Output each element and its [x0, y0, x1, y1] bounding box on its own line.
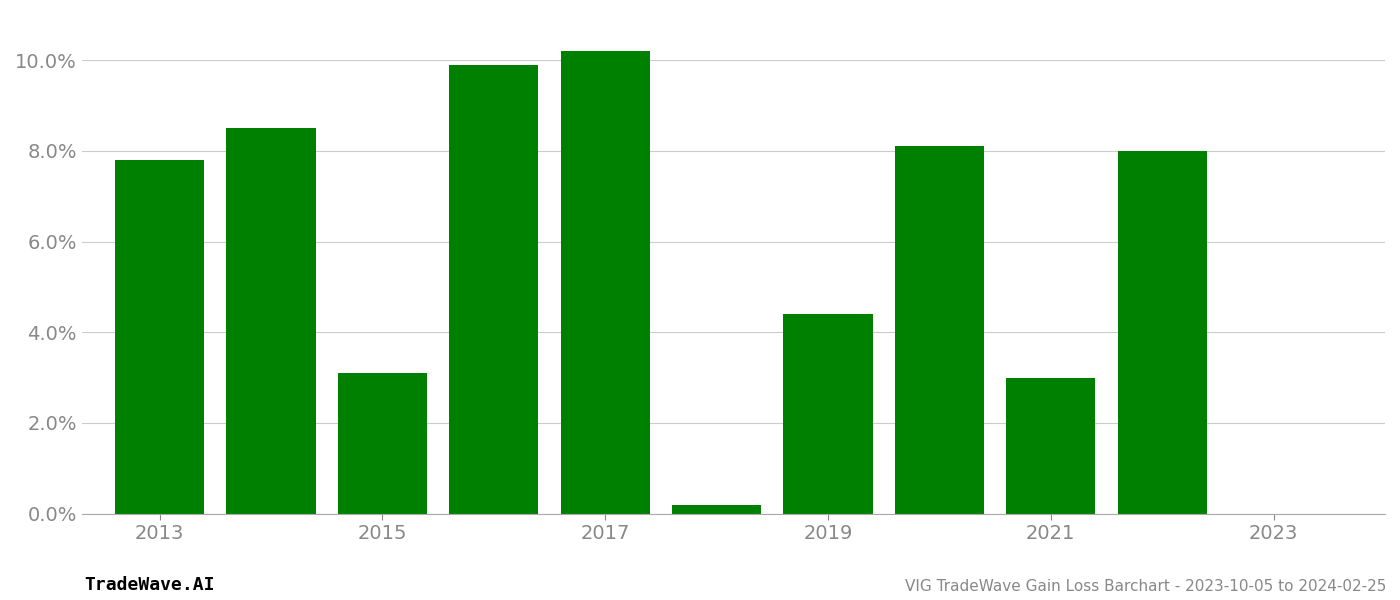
Bar	[784, 314, 872, 514]
Bar	[227, 128, 315, 514]
Bar	[1007, 377, 1095, 514]
Text: TradeWave.AI: TradeWave.AI	[84, 576, 214, 594]
Bar	[337, 373, 427, 514]
Text: VIG TradeWave Gain Loss Barchart - 2023-10-05 to 2024-02-25: VIG TradeWave Gain Loss Barchart - 2023-…	[904, 579, 1386, 594]
Bar	[115, 160, 204, 514]
Bar	[895, 146, 984, 514]
Bar	[560, 51, 650, 514]
Bar	[1117, 151, 1207, 514]
Bar	[672, 505, 762, 514]
Bar	[449, 65, 539, 514]
